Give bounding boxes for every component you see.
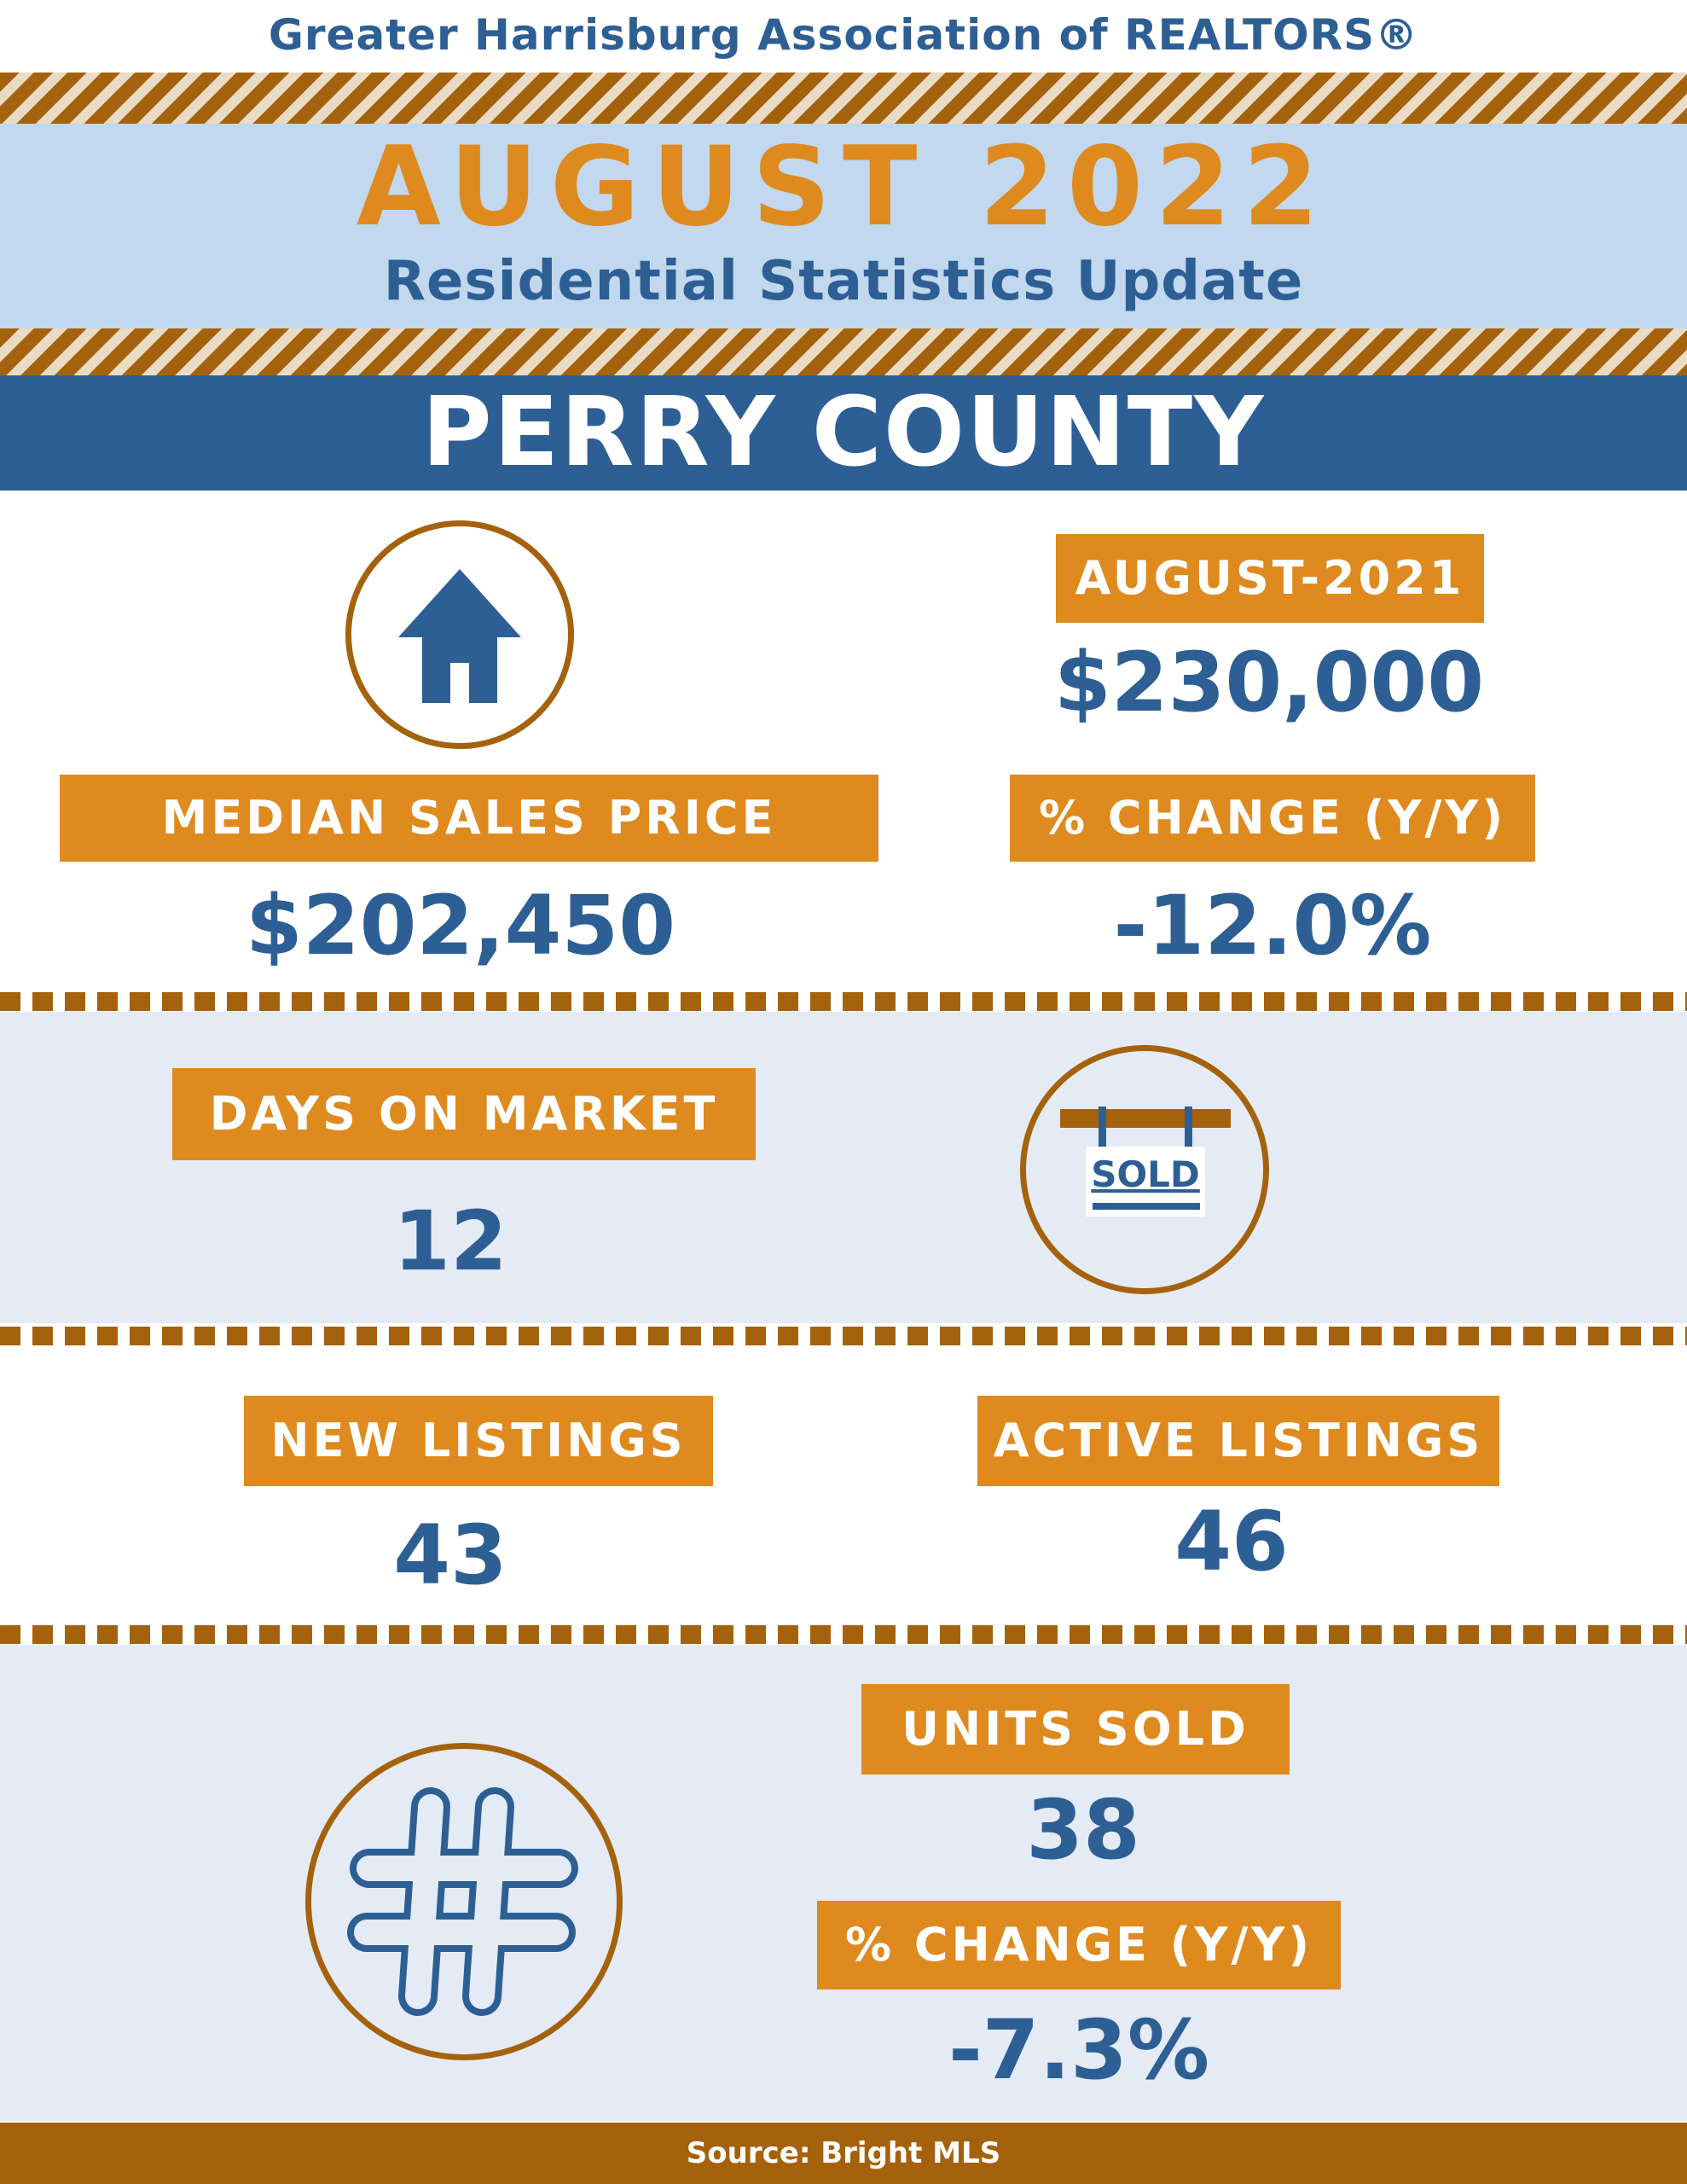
prior-median-price-value: $230,000 [1053,635,1485,730]
sold-sign-icon-circle: SOLD [1020,1045,1269,1294]
units-sold-change-value: -7.3% [948,2002,1210,2098]
new-listings-value: 43 [393,1507,507,1603]
days-on-market-section [0,1012,1687,1323]
active-listings-value: 46 [1174,1494,1289,1589]
diagonal-stripe-divider-top [0,73,1687,124]
hero-banner [0,124,1687,328]
active-listings-label: ACTIVE LISTINGS [977,1396,1499,1486]
house-icon [398,569,521,703]
days-on-market-value: 12 [393,1194,507,1289]
report-month: AUGUST 2022 [356,124,1331,251]
sold-sign-text: SOLD [1091,1153,1200,1195]
organization-title: Greater Harrisburg Association of REALTO… [268,10,1419,60]
median-sales-price-value: $202,450 [245,878,676,973]
units-sold-value: 38 [1026,1782,1140,1878]
units-sold-section [0,1645,1687,2121]
county-banner [0,375,1687,491]
hashtag-icon [347,1787,578,2016]
days-on-market-label: DAYS ON MARKET [172,1068,756,1160]
median-price-change-value: -12.0% [1113,878,1432,973]
hashtag-icon-circle [305,1743,623,2060]
sold-sign-icon [1060,1107,1231,1217]
units-sold-label: UNITS SOLD [861,1684,1290,1774]
median-sales-price-label: MEDIAN SALES PRICE [60,775,878,862]
dotted-divider [0,1625,1687,1644]
units-sold-change-label: % CHANGE (Y/Y) [817,1901,1341,1989]
data-source: Source: Bright MLS [686,2136,1001,2170]
prior-period-label: AUGUST-2021 [1056,534,1484,623]
county-name: PERRY COUNTY [421,377,1266,488]
median-price-change-label: % CHANGE (Y/Y) [1010,775,1535,862]
diagonal-stripe-divider-bottom [0,328,1687,380]
house-icon-circle [345,520,574,749]
dotted-divider [0,1327,1687,1345]
footer-band [0,2123,1687,2184]
dotted-divider [0,992,1687,1011]
new-listings-label: NEW LISTINGS [244,1396,713,1486]
report-subtitle: Residential Statistics Update [383,250,1304,313]
